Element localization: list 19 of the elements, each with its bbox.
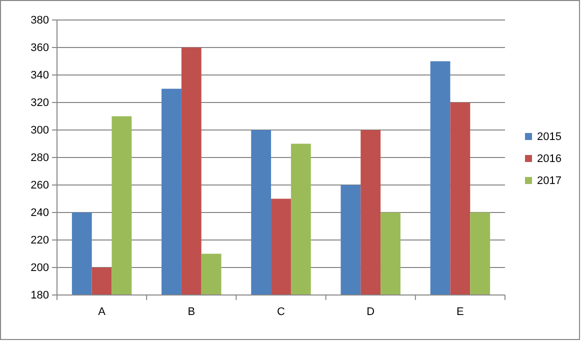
y-tick-label: 380	[30, 14, 49, 27]
x-tick-label: A	[98, 306, 106, 318]
y-tick-label: 260	[30, 180, 49, 192]
legend-label: 2017	[537, 175, 562, 187]
y-tick-label: 200	[30, 262, 49, 274]
x-tick-label: D	[366, 306, 375, 318]
x-tick-label: E	[456, 306, 464, 318]
y-tick-label: 320	[30, 97, 49, 110]
y-tick-label: 220	[30, 234, 49, 247]
legend-label: 2015	[537, 131, 562, 143]
legend-label: 2016	[537, 153, 562, 165]
y-tick-label: 180	[30, 290, 49, 302]
y-tick-label: 300	[30, 124, 49, 137]
x-tick-label: B	[188, 306, 196, 318]
y-tick-label: 280	[30, 152, 49, 164]
y-tick-label: 240	[30, 207, 49, 220]
y-tick-label: 360	[30, 42, 49, 54]
x-tick-label: C	[277, 306, 286, 318]
y-tick-label: 340	[30, 70, 49, 82]
